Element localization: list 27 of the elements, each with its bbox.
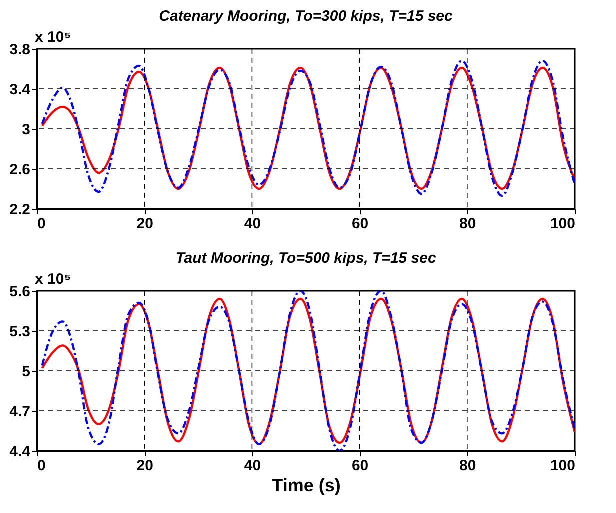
y-tick-label: 3 — [22, 122, 30, 138]
text: x 10⁵ — [35, 271, 72, 288]
chart-title: Catenary Mooring, To=300 kips, T=15 sec — [159, 8, 454, 25]
x-axis-title: Time (s) — [272, 476, 341, 496]
y-tick-label: 5.3 — [10, 324, 30, 340]
x-tick-label: 20 — [136, 458, 154, 474]
y-tick-label: 3.4 — [10, 82, 32, 98]
x-tick-label: 100 — [550, 216, 576, 232]
y-tick-label: 2.2 — [10, 202, 30, 218]
x-tick-label: 80 — [460, 458, 476, 474]
x-tick-label: 60 — [352, 216, 369, 232]
y-tick-label: 5 — [22, 364, 30, 380]
y-tick-label: 2.6 — [10, 162, 30, 178]
y-tick-label: 5.6 — [10, 284, 30, 300]
y-tick-label: 3.8 — [10, 42, 30, 58]
chart-title: Taut Mooring, To=500 kips, T=15 sec — [176, 250, 437, 267]
text: x 10⁵ — [35, 29, 72, 46]
x-tick-label: 0 — [38, 216, 46, 232]
x-tick-label: 80 — [460, 216, 476, 232]
x-tick-label: 20 — [136, 216, 154, 232]
y-tick-label: 4.4 — [10, 444, 32, 460]
x-tick-label: 60 — [352, 458, 369, 474]
x-tick-label: 0 — [38, 458, 46, 474]
x-tick-label: 40 — [244, 216, 262, 232]
y-tick-label: 4.7 — [10, 404, 30, 420]
x-tick-label: 100 — [550, 458, 576, 474]
x-tick-label: 40 — [244, 458, 262, 474]
